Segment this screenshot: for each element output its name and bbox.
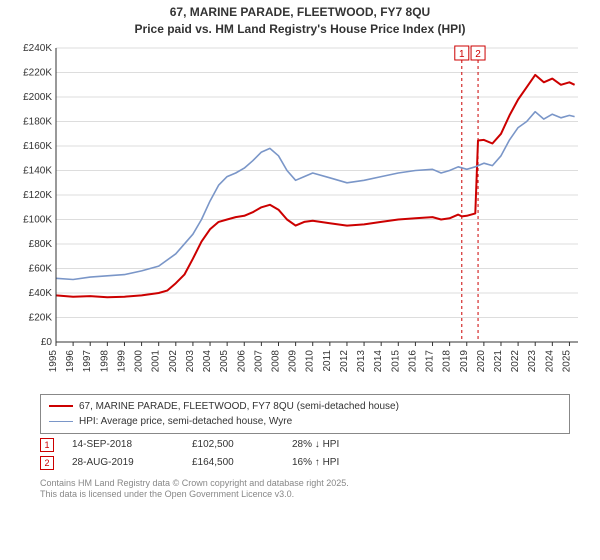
svg-text:2023: 2023 (527, 349, 538, 372)
annotation-price-2: £164,500 (192, 457, 292, 468)
svg-text:1998: 1998 (99, 349, 110, 372)
svg-text:2021: 2021 (493, 349, 504, 372)
copyright: Contains HM Land Registry data © Crown c… (40, 478, 570, 501)
svg-text:1: 1 (459, 49, 465, 60)
copyright-line1: Contains HM Land Registry data © Crown c… (40, 478, 570, 490)
svg-text:£100K: £100K (23, 214, 52, 225)
svg-text:2018: 2018 (442, 349, 453, 372)
svg-text:£180K: £180K (23, 116, 52, 127)
svg-text:1997: 1997 (82, 349, 93, 372)
svg-text:2010: 2010 (305, 349, 316, 372)
copyright-line2: This data is licensed under the Open Gov… (40, 489, 570, 501)
svg-text:2015: 2015 (390, 349, 401, 372)
legend-swatch-1 (49, 421, 73, 422)
svg-text:£220K: £220K (23, 67, 52, 78)
svg-text:2: 2 (475, 49, 481, 60)
svg-text:£0: £0 (41, 337, 53, 348)
svg-text:2017: 2017 (425, 349, 436, 372)
legend-item-1: HPI: Average price, semi-detached house,… (49, 414, 561, 429)
svg-text:2020: 2020 (476, 349, 487, 372)
svg-text:2013: 2013 (356, 349, 367, 372)
title-line1: 67, MARINE PARADE, FLEETWOOD, FY7 8QU (0, 4, 600, 21)
svg-text:2001: 2001 (151, 349, 162, 372)
svg-text:2004: 2004 (202, 349, 213, 372)
svg-text:£80K: £80K (29, 239, 53, 250)
annotation-row-2: 2 28-AUG-2019 £164,500 16% ↑ HPI (40, 456, 570, 470)
svg-text:2006: 2006 (236, 349, 247, 372)
annotation-marker-2: 2 (40, 456, 54, 470)
svg-text:2002: 2002 (168, 349, 179, 372)
title-line2: Price paid vs. HM Land Registry's House … (0, 21, 600, 38)
chart-title: 67, MARINE PARADE, FLEETWOOD, FY7 8QU Pr… (0, 0, 600, 38)
svg-text:2016: 2016 (407, 349, 418, 372)
legend-item-0: 67, MARINE PARADE, FLEETWOOD, FY7 8QU (s… (49, 399, 561, 414)
svg-text:£60K: £60K (29, 263, 53, 274)
annotation-pct-2: 16% ↑ HPI (292, 457, 402, 468)
annotation-pct-1: 28% ↓ HPI (292, 439, 402, 450)
svg-text:2005: 2005 (219, 349, 230, 372)
svg-text:2019: 2019 (459, 349, 470, 372)
svg-text:£200K: £200K (23, 92, 52, 103)
annotation-date-1: 14-SEP-2018 (72, 439, 192, 450)
svg-text:1996: 1996 (65, 349, 76, 372)
svg-text:2014: 2014 (373, 349, 384, 372)
svg-text:2009: 2009 (288, 349, 299, 372)
svg-text:2024: 2024 (544, 349, 555, 372)
svg-text:1995: 1995 (48, 349, 59, 372)
svg-text:1999: 1999 (116, 349, 127, 372)
annotation-price-1: £102,500 (192, 439, 292, 450)
svg-text:2003: 2003 (185, 349, 196, 372)
legend-swatch-0 (49, 405, 73, 407)
chart-area: £0 £20K £40K £60K £80K £100K £120K £140K £160K £1… (10, 38, 590, 388)
svg-text:2007: 2007 (253, 349, 264, 372)
svg-text:2025: 2025 (561, 349, 572, 372)
svg-text:£120K: £120K (23, 190, 52, 201)
svg-text:£140K: £140K (23, 165, 52, 176)
chart-svg: £0 £20K £40K £60K £80K £100K £120K £140K £160K £1… (10, 38, 590, 388)
svg-text:£20K: £20K (29, 312, 53, 323)
svg-text:£40K: £40K (29, 288, 53, 299)
annotation-marker-1: 1 (40, 438, 54, 452)
annotation-row-1: 1 14-SEP-2018 £102,500 28% ↓ HPI (40, 438, 570, 452)
svg-text:2012: 2012 (339, 349, 350, 372)
legend: 67, MARINE PARADE, FLEETWOOD, FY7 8QU (s… (40, 394, 570, 434)
svg-text:£160K: £160K (23, 141, 52, 152)
svg-text:2000: 2000 (134, 349, 145, 372)
legend-label-0: 67, MARINE PARADE, FLEETWOOD, FY7 8QU (s… (79, 399, 399, 414)
annotation-date-2: 28-AUG-2019 (72, 457, 192, 468)
svg-text:£240K: £240K (23, 43, 52, 54)
legend-label-1: HPI: Average price, semi-detached house,… (79, 414, 292, 429)
svg-text:2022: 2022 (510, 349, 521, 372)
svg-text:2008: 2008 (270, 349, 281, 372)
svg-text:2011: 2011 (322, 349, 333, 371)
